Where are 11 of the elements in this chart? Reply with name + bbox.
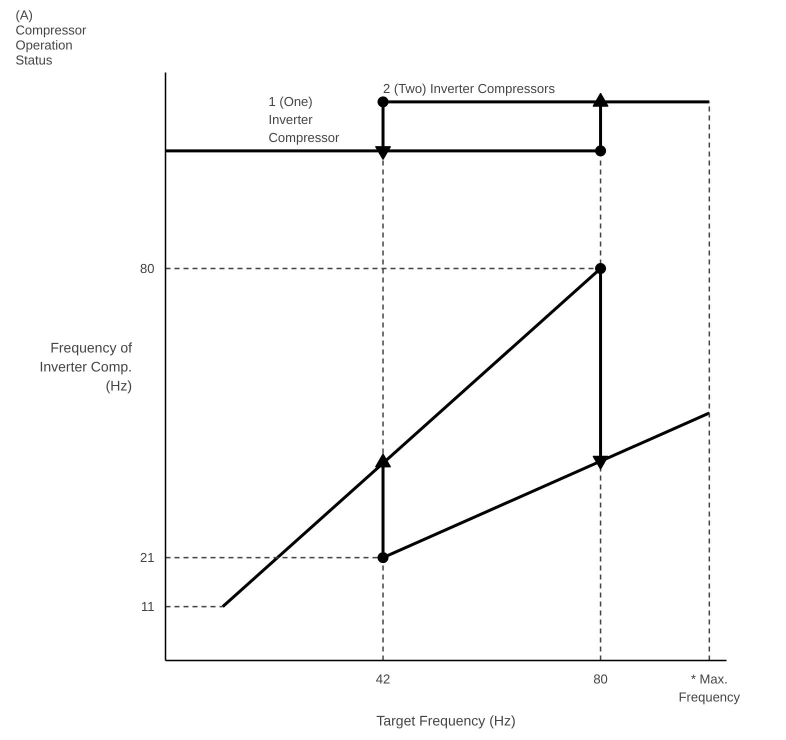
x-tick-label: 42 bbox=[376, 672, 390, 686]
y-tick-label: 21 bbox=[140, 550, 155, 566]
text: (A) Compressor Operation Status bbox=[16, 8, 87, 68]
x-axis-title: Target Frequency (Hz) bbox=[376, 712, 516, 728]
y-tick-label: 80 bbox=[140, 261, 155, 276]
y-axis-title: Frequency of Inverter Comp. (Hz) bbox=[39, 339, 132, 394]
annotation: 1 (One) Inverter Compressor bbox=[268, 94, 340, 145]
annotation: 2 (Two) Inverter Compressors bbox=[383, 80, 556, 96]
x-tick-label: * Max. Frequency bbox=[678, 672, 741, 704]
x-tick-label: 80 bbox=[593, 672, 608, 686]
y-tick-label: 11 bbox=[141, 599, 155, 614]
